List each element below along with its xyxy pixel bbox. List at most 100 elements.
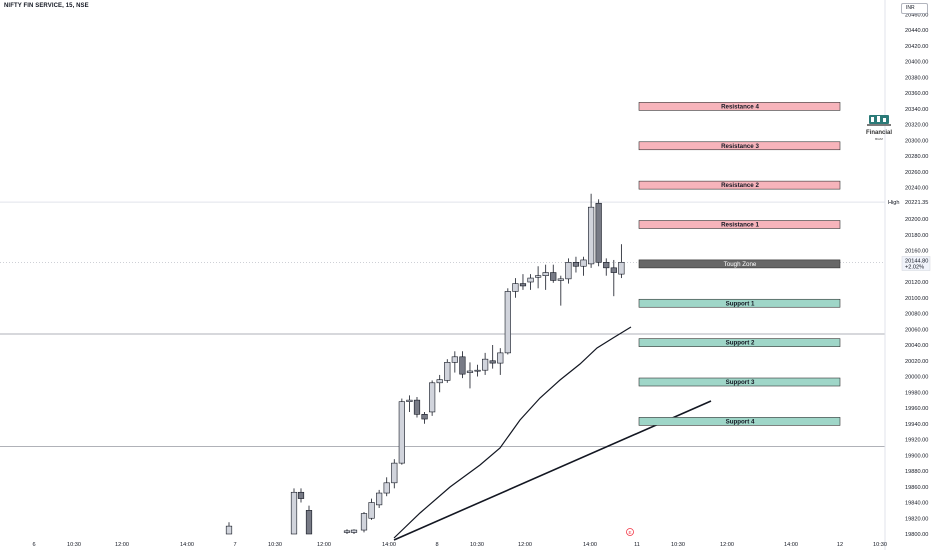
level-label: Tough Zone [724,261,757,268]
currency-selector[interactable]: INR [901,3,928,14]
candle [451,351,458,373]
candle-body [376,492,383,506]
candle-body [290,491,298,535]
candle [368,498,375,520]
candle [429,380,436,416]
event-marker-glyph: E [628,530,631,535]
candle-body [610,267,617,273]
candles-layer [225,193,625,535]
candle-body [482,358,489,371]
time-tick-label: 12:00 [720,542,734,548]
candle [383,477,390,497]
candle-body [225,525,233,535]
time-tick-label: 11 [634,542,640,548]
time-tick-label: 14:00 [784,542,798,548]
candle-body [398,401,405,464]
ema-line [393,326,632,539]
candle [466,362,474,389]
time-tick-label: 6 [32,542,35,548]
price-tick-label: 20340.00 [905,107,928,113]
candle [550,264,557,283]
candle [572,256,580,273]
price-tick-label: 19800.00 [905,532,928,538]
candle-body [587,206,595,265]
candle-body [368,502,375,519]
candle-body [459,356,466,375]
level-zone-box [638,298,841,308]
price-tick-label: 20380.00 [905,75,928,81]
level-zone-box [638,220,841,229]
time-tick-label: 14:00 [180,542,194,548]
level-label: Resistance 4 [721,103,759,110]
candle [595,199,602,267]
price-tick-label: 20260.00 [905,170,928,176]
candle-body [603,262,610,269]
price-tick-label: 20200.00 [905,217,928,223]
price-tick-label: 19880.00 [905,469,928,475]
candle [618,244,625,279]
candle [542,264,549,290]
candle [519,274,527,290]
candle-body [550,272,557,281]
price-tick-label: 19960.00 [905,406,928,412]
level-label: Support 4 [726,418,755,425]
time-tick-label: 10:30 [470,542,484,548]
candle-body [421,413,428,420]
candle [406,395,413,412]
candle [297,488,305,503]
candle [398,398,405,465]
candle-body [572,262,580,267]
candle-body [504,291,511,354]
candle-body [489,360,496,364]
candle [391,459,398,489]
level-label: Resistance 2 [721,182,759,189]
high-label: High 20221.35 [886,197,930,207]
price-tick-label: 20460.00 [905,12,928,18]
candle-body [350,529,358,533]
time-tick-label: 10:30 [671,542,685,548]
level-label: Support 2 [726,340,755,347]
price-tick-label: 19920.00 [905,438,928,444]
price-tick-label: 20160.00 [905,249,928,255]
level-zone: Resistance 2 [638,180,841,190]
candle [290,488,298,535]
candle [436,374,443,393]
candle-body [305,510,313,535]
svg-text:Financial: Financial [866,130,892,136]
time-tick-label: 12 [837,542,843,548]
level-label: Resistance 3 [721,143,759,150]
level-zone-box [638,102,841,111]
candle [527,274,534,290]
candle-body [429,382,436,413]
time-tick-label: 7 [233,542,236,548]
level-zone: Resistance 4 [638,102,841,111]
time-tick-label: 14:00 [382,542,396,548]
candle-body [595,202,602,263]
price-tick-label: 19940.00 [905,422,928,428]
candle [535,266,542,289]
candle-body [391,462,398,484]
candle [305,505,313,535]
time-tick-label: 14:00 [583,542,597,548]
candle [376,489,383,509]
time-tick-label: 12:00 [115,542,129,548]
level-zone-box [638,180,841,190]
level-zone-box [638,377,841,387]
level-label: Support 3 [726,379,755,386]
candle-body [436,379,443,384]
time-tick-label: 12:00 [317,542,331,548]
event-marker-circle [626,528,634,536]
candle [610,259,617,297]
candle-body [565,262,572,280]
price-tick-label: 20300.00 [905,138,928,144]
candle [225,522,233,535]
level-label: Support 1 [726,300,755,307]
candle [459,351,466,379]
price-tick-label: 20000.00 [905,375,928,381]
time-tick-label: 10:30 [873,542,887,548]
level-zone-box [638,141,841,151]
candle-body [519,283,527,287]
price-tick-label: 20020.00 [905,359,928,365]
candle-body [444,362,451,381]
